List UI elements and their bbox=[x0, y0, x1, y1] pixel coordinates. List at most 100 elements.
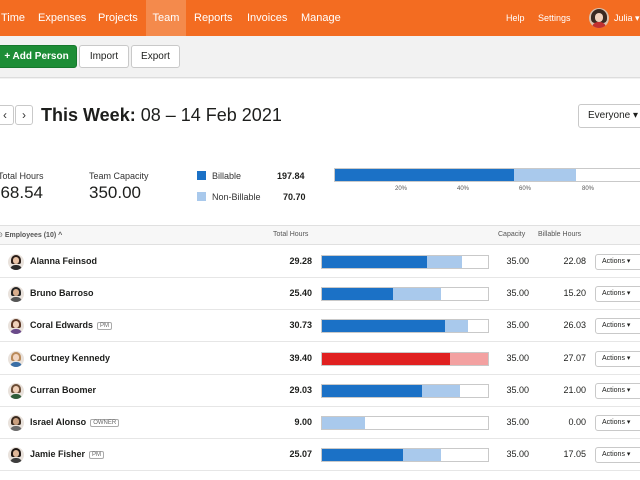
billable-hours-cell: 21.00 bbox=[563, 384, 586, 395]
nonbillable-fill bbox=[403, 449, 441, 462]
hours-bar bbox=[321, 319, 489, 334]
nonbillable-fill bbox=[450, 352, 488, 365]
billable-fill bbox=[322, 320, 445, 333]
role-tag: OWNER bbox=[90, 419, 120, 427]
capacity-cell: 35.00 bbox=[506, 417, 529, 427]
add-person-button[interactable]: + Add Person bbox=[0, 45, 77, 68]
employee-name[interactable]: Courtney Kennedy bbox=[30, 352, 111, 363]
nav-item-reports[interactable]: Reports bbox=[194, 12, 233, 24]
user-avatar[interactable] bbox=[589, 8, 609, 28]
summary-nonbillable-fill bbox=[514, 169, 576, 181]
actions-dropdown[interactable]: Actions ▾ bbox=[595, 350, 640, 367]
avatar bbox=[8, 286, 24, 303]
avatar bbox=[8, 318, 24, 335]
billable-hours-header[interactable]: Billable Hours bbox=[538, 231, 582, 238]
nav-item-team[interactable]: Team bbox=[146, 0, 186, 36]
employees-header[interactable]: ⊙ Employees (10) ^ bbox=[0, 232, 63, 239]
billable-fill bbox=[322, 256, 427, 268]
nav-item-projects[interactable]: Projects bbox=[98, 12, 138, 24]
settings-link[interactable]: Settings bbox=[538, 13, 571, 23]
role-tag: PM bbox=[97, 322, 113, 331]
nav-item-manage[interactable]: Manage bbox=[301, 12, 341, 24]
billable-hours-cell: 26.03 bbox=[563, 320, 586, 331]
top-nav: Time Expenses Projects Team Reports Invo… bbox=[0, 0, 640, 36]
user-menu[interactable]: Julia ▾ bbox=[614, 13, 640, 23]
billable-fill bbox=[322, 449, 403, 462]
table-row[interactable]: Curran Boomer 29.03 35.00 21.00 Actions ▾ bbox=[0, 374, 640, 407]
hours-bar bbox=[321, 448, 489, 463]
avatar bbox=[8, 350, 24, 367]
avatar bbox=[8, 447, 24, 464]
tick-label: 80% bbox=[582, 186, 595, 192]
nonbillable-fill bbox=[445, 320, 468, 333]
employee-name[interactable]: Bruno Barroso bbox=[30, 288, 94, 299]
employee-name[interactable]: Coral Edwards PM bbox=[30, 320, 113, 331]
hours-bar bbox=[321, 255, 489, 269]
help-link[interactable]: Help bbox=[506, 13, 525, 23]
billable-hours-cell: 17.05 bbox=[563, 449, 586, 460]
prev-week-button[interactable]: ‹ bbox=[0, 105, 14, 125]
hours-bar bbox=[321, 416, 489, 430]
hours-bar bbox=[321, 383, 489, 398]
employee-name[interactable]: Israel Alonso OWNER bbox=[30, 417, 120, 427]
tick-label: 20% bbox=[395, 186, 408, 192]
nav-item-invoices[interactable]: Invoices bbox=[247, 12, 288, 24]
table-row[interactable]: Jamie Fisher PM 25.07 35.00 17.05 Actions ▾ bbox=[0, 439, 640, 472]
nav-item-expenses[interactable]: Expenses bbox=[38, 12, 87, 24]
billable-hours-cell: 0.00 bbox=[568, 417, 586, 427]
hours-bar bbox=[321, 287, 489, 302]
total-hours-cell: 29.28 bbox=[289, 256, 312, 266]
actions-dropdown[interactable]: Actions ▾ bbox=[595, 318, 640, 335]
total-hours-cell: 29.03 bbox=[289, 384, 312, 395]
billable-hours-cell: 22.08 bbox=[563, 256, 586, 266]
capacity-header[interactable]: Capacity bbox=[498, 231, 526, 238]
role-tag: PM bbox=[89, 451, 105, 460]
table-row[interactable]: Israel Alonso OWNER 9.00 35.00 0.00 Actions ▾ bbox=[0, 407, 640, 439]
avatar bbox=[8, 382, 24, 399]
table-header: ⊙ Employees (10) ^ Total Hours Capacity … bbox=[0, 225, 640, 245]
everyone-filter-dropdown[interactable]: Everyone ▾ bbox=[578, 104, 640, 128]
total-hours-cell: 25.40 bbox=[289, 288, 312, 299]
nav-item-time[interactable]: Time bbox=[1, 12, 26, 24]
billable-hours-cell: 27.07 bbox=[563, 352, 586, 363]
toolbar: + Add Person Import Export bbox=[0, 36, 640, 78]
actions-dropdown[interactable]: Actions ▾ bbox=[595, 286, 640, 303]
total-hours-value: 168.54 bbox=[0, 183, 43, 202]
team-capacity-label: Team Capacity bbox=[89, 171, 149, 181]
import-button[interactable]: Import bbox=[79, 45, 129, 68]
tick-label: 60% bbox=[519, 186, 532, 192]
total-hours-cell: 9.00 bbox=[294, 417, 312, 427]
team-capacity-bar bbox=[334, 168, 640, 182]
week-title: This Week: 08 – 14 Feb 2021 bbox=[41, 105, 282, 126]
total-hours-cell: 39.40 bbox=[289, 352, 312, 363]
actions-dropdown[interactable]: Actions ▾ bbox=[595, 415, 640, 431]
table-row[interactable]: Coral Edwards PM 30.73 35.00 26.03 Actions ▾ bbox=[0, 310, 640, 343]
table-row[interactable]: Courtney Kennedy 39.40 35.00 27.07 Actions ▾ bbox=[0, 342, 640, 375]
capacity-cell: 35.00 bbox=[506, 384, 529, 395]
actions-dropdown[interactable]: Actions ▾ bbox=[595, 447, 640, 464]
nonbillable-fill bbox=[393, 288, 441, 301]
employee-name[interactable]: Jamie Fisher PM bbox=[30, 449, 105, 460]
billable-fill bbox=[322, 352, 450, 365]
nonbillable-legend-value: 70.70 bbox=[283, 192, 306, 202]
capacity-cell: 35.00 bbox=[506, 320, 529, 331]
week-title-prefix: This Week: bbox=[41, 105, 136, 125]
nonbillable-fill bbox=[427, 256, 462, 268]
billable-legend-label: Billable bbox=[212, 171, 242, 181]
capacity-cell: 35.00 bbox=[506, 449, 529, 460]
total-hours-label: Total Hours bbox=[0, 171, 44, 181]
export-button[interactable]: Export bbox=[131, 45, 180, 68]
table-row[interactable]: Bruno Barroso 25.40 35.00 15.20 Actions ▾ bbox=[0, 278, 640, 311]
actions-dropdown[interactable]: Actions ▾ bbox=[595, 382, 640, 399]
nonbillable-legend-swatch bbox=[197, 192, 206, 201]
capacity-cell: 35.00 bbox=[506, 352, 529, 363]
table-row[interactable]: Alanna Feinsod 29.28 35.00 22.08 Actions ▾ bbox=[0, 246, 640, 278]
team-capacity-value: 350.00 bbox=[89, 183, 141, 202]
employee-name[interactable]: Curran Boomer bbox=[30, 384, 97, 395]
next-week-button[interactable]: › bbox=[15, 105, 33, 125]
employee-name[interactable]: Alanna Feinsod bbox=[30, 256, 98, 266]
actions-dropdown[interactable]: Actions ▾ bbox=[595, 254, 640, 270]
total-hours-header[interactable]: Total Hours bbox=[273, 231, 309, 238]
total-hours-cell: 25.07 bbox=[289, 449, 312, 460]
summary-billable-fill bbox=[335, 169, 514, 181]
